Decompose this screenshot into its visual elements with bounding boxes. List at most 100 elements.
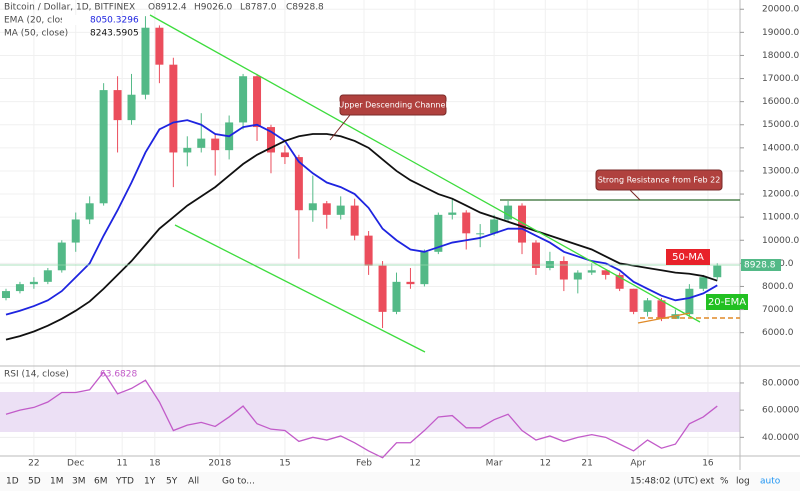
candle-body: [518, 205, 527, 243]
candle-body: [699, 277, 708, 289]
range-button[interactable]: 1Y: [144, 477, 156, 487]
x-tick-label: 12: [540, 459, 551, 469]
symbol-title: Bitcoin / Dollar, 1D, BITFINEX: [4, 3, 135, 13]
candle-body: [559, 261, 568, 280]
candle-body: [308, 203, 317, 211]
callout-pointer: [329, 114, 351, 141]
candle-body: [253, 76, 262, 128]
rsi-line: [5, 370, 718, 459]
candle-body: [406, 281, 415, 285]
toolbar-bg: [0, 472, 800, 491]
legend-ema: EMA (20, close): [4, 16, 74, 26]
range-button[interactable]: YTD: [115, 477, 134, 487]
goto-button[interactable]: Go to...: [222, 477, 255, 487]
range-button[interactable]: 5D: [28, 477, 41, 487]
label-box: [706, 294, 748, 310]
candle-body: [85, 203, 94, 220]
candle-body: [127, 94, 136, 121]
scale-option[interactable]: %: [720, 477, 729, 487]
x-tick-label: Mar: [486, 459, 503, 469]
x-tick-label: 15: [279, 459, 290, 469]
x-tick-label: Dec: [67, 459, 84, 469]
candle-body: [434, 214, 443, 252]
x-tick-label: Apr: [630, 459, 646, 469]
y-tick-label: 18000.0: [762, 51, 799, 61]
y-tick-label: 12000.0: [762, 190, 799, 200]
y-tick-label: 7000.0: [762, 305, 794, 315]
candle-body: [155, 27, 164, 65]
scale-option[interactable]: auto: [760, 477, 781, 487]
candle-body: [197, 138, 206, 148]
x-tick-label: 2018: [208, 459, 231, 469]
legend-ma: MA (50, close): [4, 29, 68, 39]
annotation: 50-MA: [672, 252, 704, 263]
y-tick-label: 11000.0: [762, 213, 799, 223]
x-tick-label: Feb: [356, 459, 372, 469]
callout: [339, 94, 447, 116]
range-button[interactable]: 6M: [94, 477, 108, 487]
candle-body: [169, 64, 178, 153]
ohlc-value: H9026.0: [194, 3, 233, 13]
annotation: 20-EMA: [708, 297, 746, 308]
candle-body: [490, 219, 499, 234]
candle-body: [392, 281, 401, 312]
candle-body: [15, 284, 24, 292]
upper-channel-line: [149, 14, 701, 323]
range-button[interactable]: 3M: [72, 477, 86, 487]
candle-body: [671, 314, 680, 319]
range-button[interactable]: 5Y: [166, 477, 178, 487]
candle-body: [99, 90, 108, 204]
ohlc-value: L8787.0: [240, 3, 277, 13]
candle-body: [531, 242, 540, 268]
callout: [595, 169, 723, 191]
x-tick-label: 21: [581, 459, 592, 469]
legend-ma-value: 8243.5905: [90, 29, 139, 39]
annotation: Strong Resistance from Feb 22: [598, 176, 721, 185]
candle-body: [350, 205, 359, 236]
scale-option[interactable]: log: [736, 477, 750, 487]
candle-body: [448, 212, 457, 215]
candle-body: [141, 27, 150, 95]
y-tick-label: 19000.0: [762, 28, 799, 38]
indicator-line: [5, 133, 718, 341]
x-tick-label: 16: [702, 459, 714, 469]
candle-body: [685, 288, 694, 315]
range-button[interactable]: 1M: [50, 477, 64, 487]
candle-body: [183, 147, 192, 153]
candle-body: [57, 242, 66, 271]
candle-body: [378, 265, 387, 312]
candle-body: [1, 291, 10, 299]
x-tick-label: 11: [116, 459, 127, 469]
y-tick-label: 8000.0: [762, 282, 794, 292]
ohlc-value: O8912.4: [148, 3, 187, 13]
candle-body: [239, 76, 248, 123]
scale-option[interactable]: ext: [700, 477, 715, 487]
clock: 15:48:02 (UTC): [630, 477, 698, 487]
range-button[interactable]: All: [188, 477, 199, 487]
rsi-title: RSI (14, close): [4, 370, 69, 380]
y-tick-label: 14000.0: [762, 143, 799, 153]
candle-body: [266, 127, 275, 153]
candle-body: [587, 270, 596, 273]
candle-body: [43, 270, 52, 282]
candle-body: [713, 265, 722, 278]
ohlc-legend: O8912.4 H9026.0 L8787.0 C8928.8: [148, 3, 324, 13]
legend-ema-value: 8050.3296: [90, 16, 139, 26]
callout-pointer: [629, 189, 641, 201]
y-tick-label: 16000.0: [762, 97, 799, 107]
candle-body: [364, 235, 373, 266]
candle-body: [71, 219, 80, 243]
candle-body: [113, 90, 122, 121]
last-price-label: 8928.8: [744, 260, 776, 270]
candle-body: [573, 272, 582, 280]
ohlc-value: C8928.8: [286, 3, 324, 13]
y-tick-label: 20000.0: [762, 5, 799, 15]
candle-body: [462, 212, 471, 234]
triangle-line: [637, 312, 691, 324]
y-tick-label: 40.0000: [762, 433, 799, 443]
x-tick-label: 12: [409, 459, 420, 469]
indicator-line: [5, 119, 718, 316]
range-button[interactable]: 1D: [6, 477, 19, 487]
legend-box: [62, 15, 114, 25]
